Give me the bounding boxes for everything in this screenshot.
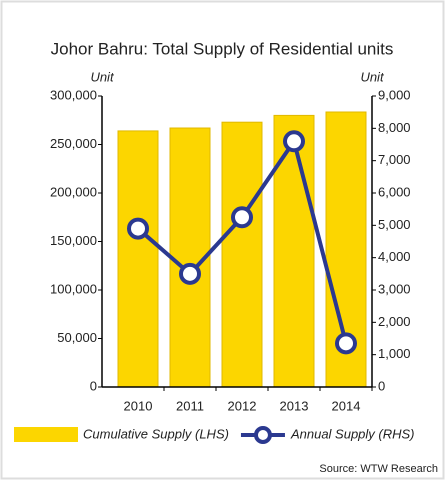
- y2-tick-label: 2,000: [378, 314, 411, 329]
- source: Source: WTW Research: [319, 463, 438, 475]
- x-tick-label: 2014: [332, 398, 361, 413]
- y2-tick-label: 7,000: [378, 152, 411, 167]
- y2-axis-label: Unit: [360, 69, 385, 84]
- bar: [273, 114, 315, 388]
- y2-tick-label: 6,000: [378, 184, 411, 199]
- x-tick-label: 2012: [228, 398, 257, 413]
- chart-title: Johor Bahru: Total Supply of Residential…: [51, 39, 394, 58]
- y2-tick-label: 1,000: [378, 346, 411, 361]
- y-tick-label: 100,000: [50, 281, 97, 296]
- point: [231, 206, 253, 229]
- bar: [221, 121, 263, 388]
- y2-tick-label: 9,000: [378, 87, 411, 102]
- legend-swatch: [253, 426, 272, 444]
- point: [283, 130, 305, 153]
- y-tick-label: 300,000: [50, 87, 97, 102]
- legend-label: Cumulative Supply (LHS): [83, 426, 229, 441]
- bar: [325, 111, 367, 388]
- y2-tick-label: 0: [378, 378, 385, 393]
- y-tick-label: 50,000: [57, 330, 97, 345]
- y2-tick-label: 3,000: [378, 281, 411, 296]
- bar: [117, 130, 159, 388]
- y2-tick-label: 8,000: [378, 120, 411, 135]
- y-tick-label: 200,000: [50, 184, 97, 199]
- x-tick-label: 2011: [176, 398, 204, 413]
- x-tick-label: 2010: [124, 398, 153, 413]
- point: [127, 217, 149, 240]
- y-axis-label: Unit: [90, 69, 115, 84]
- y-tick-label: 150,000: [50, 233, 97, 248]
- y-tick-label: 250,000: [50, 136, 97, 151]
- y2-tick-label: 4,000: [378, 249, 411, 264]
- legend-swatch: [14, 427, 78, 442]
- point: [335, 332, 357, 355]
- legend-label: Annual Supply (RHS): [290, 426, 415, 441]
- y2-tick-label: 5,000: [378, 217, 411, 232]
- x-tick-label: 2013: [280, 398, 309, 413]
- y-tick-label: 0: [90, 378, 97, 393]
- point: [179, 262, 201, 285]
